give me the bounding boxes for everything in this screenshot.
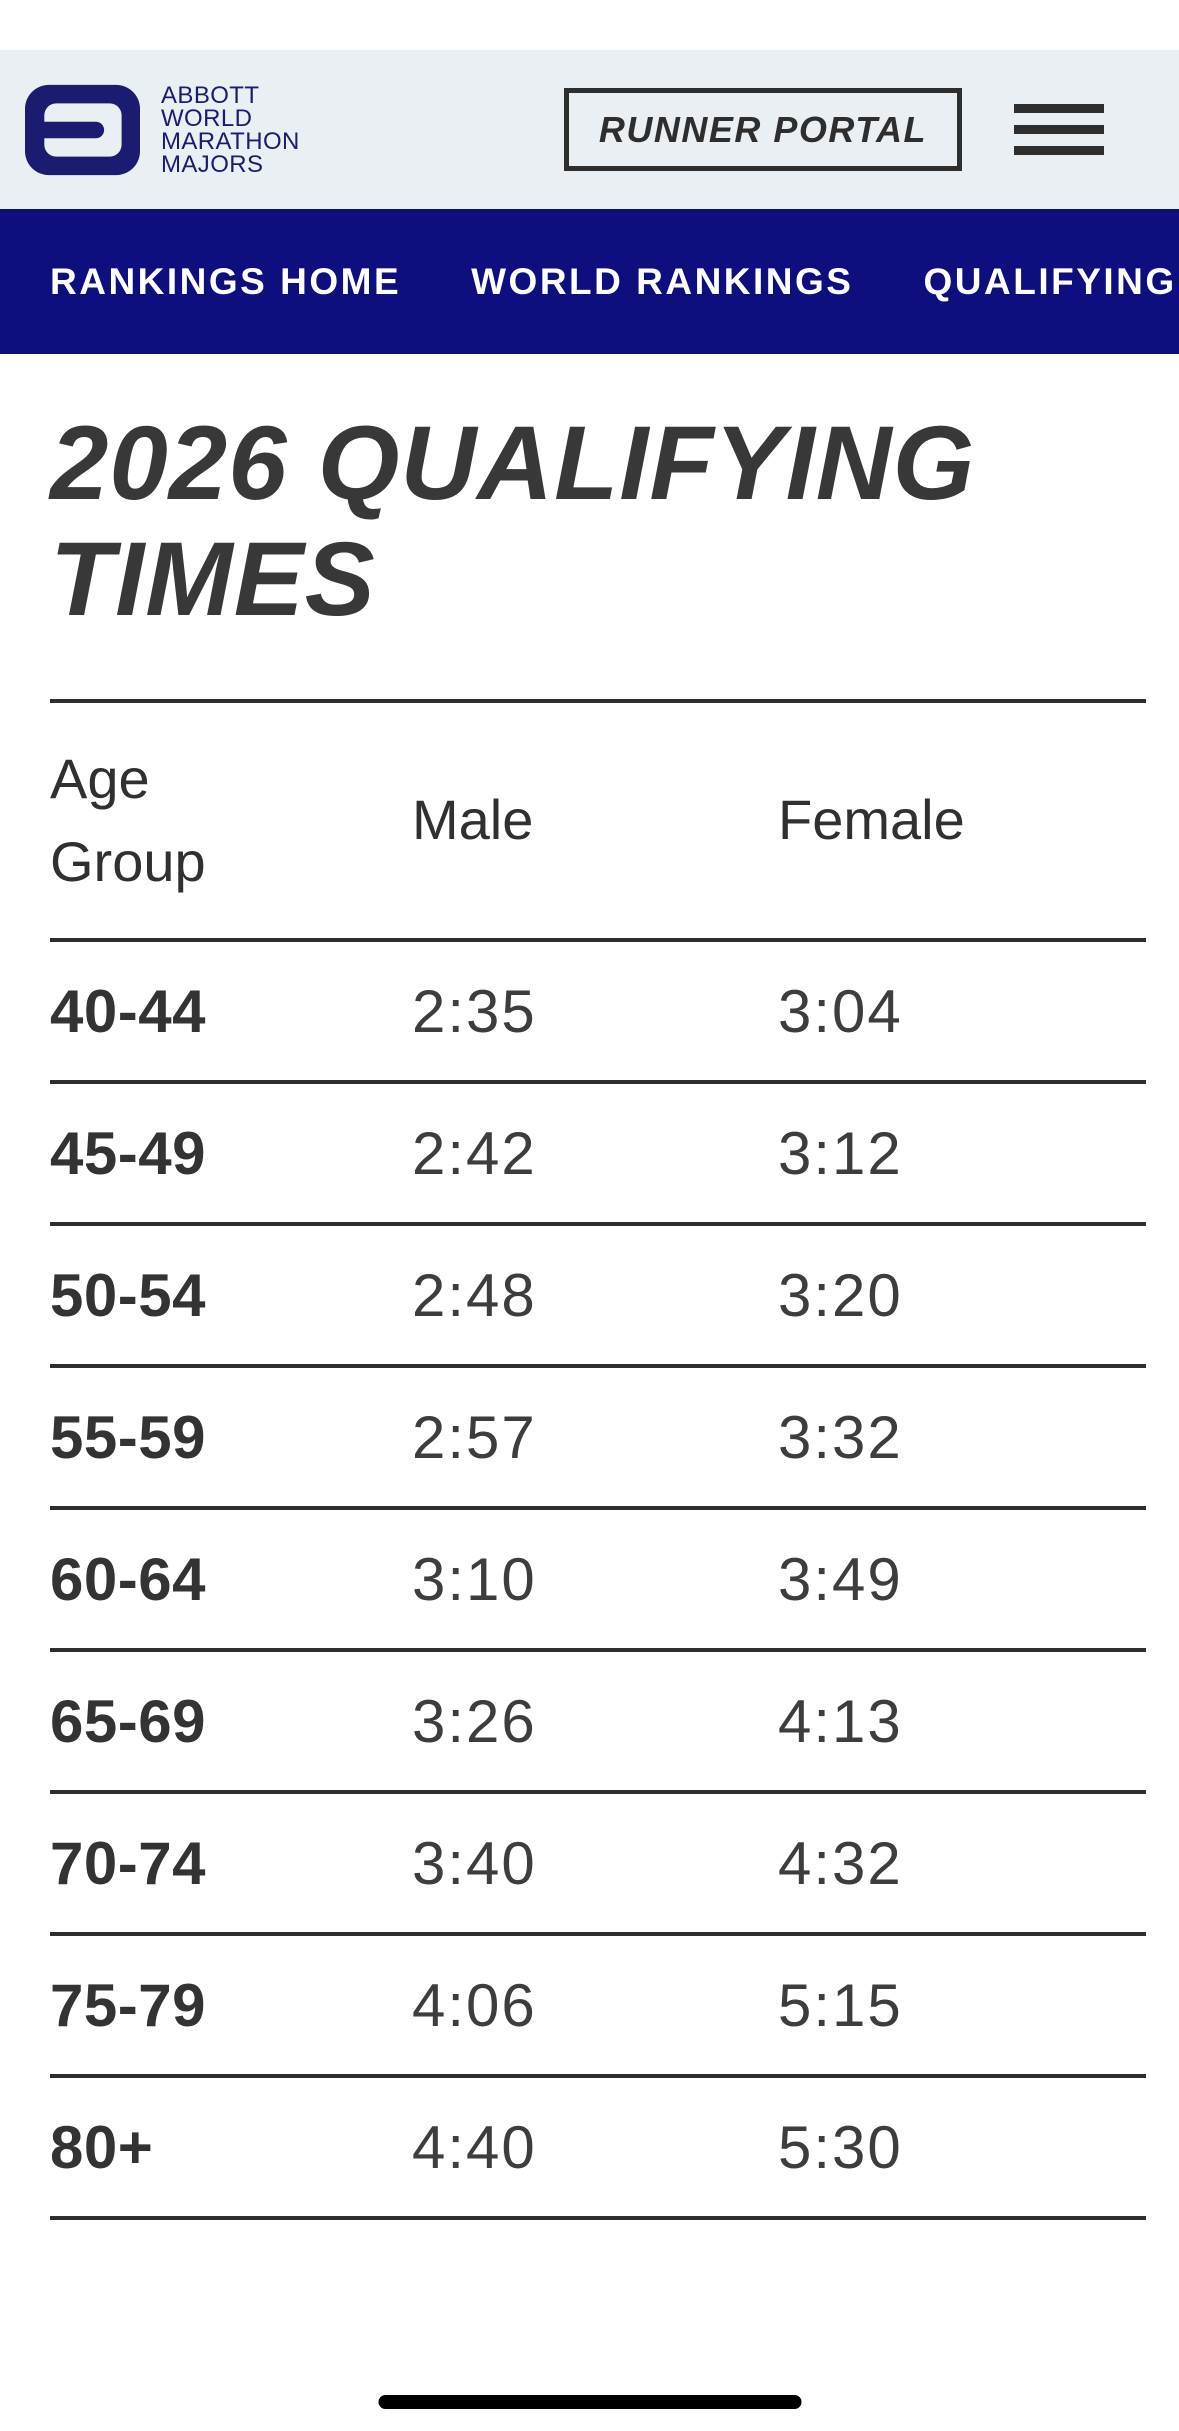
age-group-cell: 45-49 — [50, 1119, 206, 1187]
nav-qualifying[interactable]: QUALIFYING — [923, 260, 1177, 302]
nav-rankings-home[interactable]: RANKINGS HOME — [50, 260, 402, 302]
table-row: 50-54 2:48 3:20 — [50, 1226, 1146, 1368]
menu-bar — [1014, 125, 1104, 134]
runner-portal-button[interactable]: RUNNER PORTAL — [563, 88, 962, 171]
male-time-cell: 2:48 — [412, 1261, 537, 1329]
male-time-cell: 2:57 — [412, 1403, 537, 1471]
logo-line: MAJORS — [161, 150, 264, 178]
table-header-row: Age Group Male Female — [50, 703, 1146, 942]
male-time-cell: 3:40 — [412, 1829, 537, 1897]
qualifying-times-table: Age Group Male Female 40-44 2:35 3:04 45… — [50, 699, 1146, 2220]
primary-nav: RANKINGS HOME WORLD RANKINGS QUALIFYING — [0, 209, 1179, 354]
age-group-cell: 40-44 — [50, 977, 206, 1045]
status-strip — [0, 0, 1179, 50]
age-group-cell: 65-69 — [50, 1687, 206, 1755]
table-row: 40-44 2:35 3:04 — [50, 942, 1146, 1084]
female-time-cell: 3:32 — [778, 1403, 903, 1471]
menu-icon[interactable] — [1014, 104, 1104, 155]
table-row: 55-59 2:57 3:32 — [50, 1368, 1146, 1510]
nav-world-rankings[interactable]: WORLD RANKINGS — [471, 260, 854, 302]
female-time-cell: 3:49 — [778, 1545, 903, 1613]
col-header-male: Male — [412, 788, 534, 852]
age-group-cell: 70-74 — [50, 1829, 206, 1897]
col-header-female: Female — [778, 788, 965, 852]
table-row: 80+ 4:40 5:30 — [50, 2078, 1146, 2220]
main-content: 2026 QUALIFYING TIMES Age Group Male Fem… — [0, 406, 1179, 2220]
logo-line: MARATHON — [161, 127, 300, 155]
female-time-cell: 5:15 — [778, 1971, 903, 2039]
female-time-cell: 3:04 — [778, 977, 903, 1045]
male-time-cell: 2:42 — [412, 1119, 537, 1187]
menu-bar — [1014, 104, 1104, 113]
age-group-cell: 80+ — [50, 2113, 154, 2181]
home-indicator[interactable] — [378, 2395, 801, 2409]
table-row: 65-69 3:26 4:13 — [50, 1652, 1146, 1794]
female-time-cell: 3:20 — [778, 1261, 903, 1329]
male-time-cell: 3:10 — [412, 1545, 537, 1613]
age-group-cell: 55-59 — [50, 1403, 206, 1471]
logo-wordmark: ABBOTT WORLD MARATHON MAJORS — [161, 81, 300, 178]
logo-link[interactable]: ABBOTT WORLD MARATHON MAJORS — [25, 81, 300, 178]
female-time-cell: 3:12 — [778, 1119, 903, 1187]
logo-line: WORLD — [161, 104, 253, 132]
male-time-cell: 4:40 — [412, 2113, 537, 2181]
col-header-age-group: Age Group — [50, 746, 206, 893]
table-row: 75-79 4:06 5:15 — [50, 1936, 1146, 2078]
table-row: 70-74 3:40 4:32 — [50, 1794, 1146, 1936]
male-time-cell: 2:35 — [412, 977, 537, 1045]
male-time-cell: 3:26 — [412, 1687, 537, 1755]
female-time-cell: 4:32 — [778, 1829, 903, 1897]
age-group-cell: 60-64 — [50, 1545, 206, 1613]
page-title: 2026 QUALIFYING TIMES — [50, 405, 976, 638]
age-group-cell: 75-79 — [50, 1971, 206, 2039]
abbott-logo-icon — [25, 84, 140, 176]
table-row: 60-64 3:10 3:49 — [50, 1510, 1146, 1652]
site-header: ABBOTT WORLD MARATHON MAJORS RUNNER PORT… — [0, 50, 1179, 209]
menu-bar — [1014, 146, 1104, 155]
age-group-cell: 50-54 — [50, 1261, 206, 1329]
female-time-cell: 4:13 — [778, 1687, 903, 1755]
female-time-cell: 5:30 — [778, 2113, 903, 2181]
table-row: 45-49 2:42 3:12 — [50, 1084, 1146, 1226]
logo-line: ABBOTT — [161, 81, 260, 109]
male-time-cell: 4:06 — [412, 1971, 537, 2039]
